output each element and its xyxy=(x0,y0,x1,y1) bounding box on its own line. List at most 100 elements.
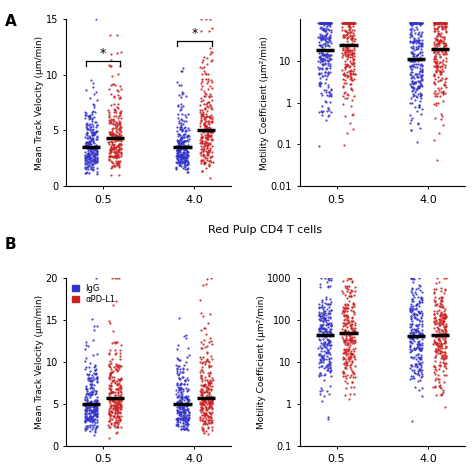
Point xyxy=(113,159,120,167)
Point xyxy=(408,312,415,320)
Point xyxy=(199,388,206,396)
Point xyxy=(114,384,122,392)
Point xyxy=(407,326,414,334)
Point xyxy=(346,19,354,27)
Point xyxy=(86,138,94,146)
Point xyxy=(182,413,190,420)
Point xyxy=(321,309,329,316)
Point xyxy=(413,63,420,71)
Point xyxy=(410,34,418,41)
Point xyxy=(204,418,212,426)
Point xyxy=(416,302,423,310)
Point xyxy=(179,408,187,415)
Point xyxy=(112,365,120,373)
Point xyxy=(325,21,332,28)
Point xyxy=(344,22,352,30)
Point xyxy=(438,84,445,92)
Point xyxy=(89,128,96,136)
Point xyxy=(201,92,208,100)
Point xyxy=(198,110,206,118)
Point xyxy=(408,78,416,85)
Point xyxy=(203,401,211,408)
Point xyxy=(442,45,450,52)
Point xyxy=(84,126,91,133)
Point xyxy=(114,104,122,112)
Point xyxy=(433,301,440,308)
Point xyxy=(82,414,90,422)
Point xyxy=(319,358,327,365)
Point xyxy=(408,290,416,297)
Point xyxy=(181,141,188,148)
Point xyxy=(434,19,442,27)
Point xyxy=(205,413,212,420)
Point xyxy=(315,308,323,316)
Point xyxy=(111,409,119,416)
Point xyxy=(90,375,98,383)
Point xyxy=(348,277,356,285)
Point xyxy=(319,33,326,41)
Point xyxy=(82,148,89,156)
Point xyxy=(185,410,192,417)
Point xyxy=(415,70,422,77)
Point xyxy=(206,372,213,379)
Point xyxy=(201,158,208,165)
Point xyxy=(116,392,124,400)
Point xyxy=(436,347,444,355)
Point xyxy=(327,19,335,27)
Point xyxy=(431,319,438,327)
Point xyxy=(347,286,355,294)
Point xyxy=(413,285,420,292)
Point xyxy=(434,61,441,69)
Point xyxy=(435,19,442,27)
Point xyxy=(184,124,191,132)
Point xyxy=(345,49,352,56)
Point xyxy=(441,314,448,321)
Point xyxy=(204,430,212,438)
Point xyxy=(406,19,413,27)
Point xyxy=(181,417,189,425)
Point xyxy=(440,33,448,41)
Y-axis label: Mean Track Velocity (μm/min): Mean Track Velocity (μm/min) xyxy=(35,295,44,429)
Point xyxy=(322,65,329,73)
Point xyxy=(106,31,114,38)
Point xyxy=(345,19,353,27)
Point xyxy=(440,354,447,362)
Point xyxy=(407,373,415,380)
Point xyxy=(107,148,115,156)
Point xyxy=(346,28,353,36)
Point xyxy=(89,144,96,151)
Point xyxy=(184,406,192,413)
Point xyxy=(117,131,125,139)
Point xyxy=(412,79,420,86)
Point xyxy=(110,141,118,148)
Point xyxy=(112,360,119,368)
Point xyxy=(203,406,211,414)
Point xyxy=(85,410,92,417)
Point xyxy=(179,153,187,160)
Point xyxy=(181,111,189,119)
Point xyxy=(346,353,354,361)
Point xyxy=(326,327,333,335)
Point xyxy=(198,146,206,153)
Point xyxy=(344,19,351,27)
Point xyxy=(183,401,191,409)
Point xyxy=(91,427,99,434)
Point xyxy=(181,400,188,408)
Point xyxy=(441,75,448,82)
Point xyxy=(174,151,182,159)
Point xyxy=(319,55,326,63)
Point xyxy=(88,392,95,399)
Point xyxy=(349,308,356,315)
Point xyxy=(348,350,356,358)
Point xyxy=(316,82,324,90)
Point xyxy=(180,414,188,422)
Point xyxy=(437,284,445,292)
Point xyxy=(340,319,348,327)
Point xyxy=(434,274,441,282)
Point xyxy=(89,115,96,123)
Point xyxy=(439,327,447,335)
Point xyxy=(182,151,190,158)
Point xyxy=(202,404,210,411)
Point xyxy=(89,414,96,422)
Point xyxy=(437,32,444,39)
